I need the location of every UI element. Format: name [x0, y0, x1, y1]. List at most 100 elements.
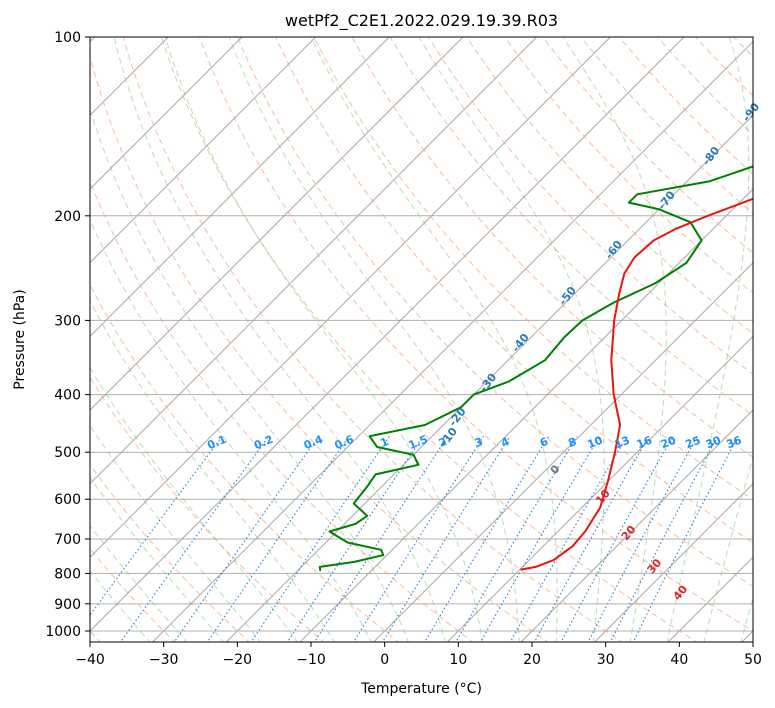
- mixing-ratio-line: [381, 435, 511, 642]
- mixing-ratio-line: [313, 435, 449, 642]
- moist-adiabat-line: [666, 37, 750, 642]
- isotherm-line: [90, 37, 685, 632]
- mixing-ratio-line: [509, 435, 628, 642]
- isotherm-line: [225, 114, 753, 642]
- mixing-ratio-labels: 0.1 0.2 0.4 0.6 1 1.5 2 3 4 6 8 10 13 16 20 25 30 36: [205, 433, 743, 452]
- moist-adiabat-line: [310, 37, 558, 642]
- dry-adiabat-line: [313, 37, 753, 501]
- moist-adiabat-line: [113, 37, 446, 642]
- isotherm-line: [520, 409, 753, 642]
- dry-adiabat-line: [275, 37, 753, 544]
- mixing-ratio-label: 25: [683, 434, 702, 452]
- isotherm-line: [90, 37, 317, 264]
- dry-adiabat-line: [90, 180, 474, 642]
- dewpoint-profile: [318, 165, 753, 572]
- y-tick-label: 600: [54, 492, 81, 508]
- y-tick-label: 700: [54, 532, 81, 548]
- moist-adiabat-line: [90, 424, 261, 642]
- isotherm-line: [90, 37, 538, 485]
- moist-adiabat-line: [164, 37, 483, 642]
- dry-adiabat-line: [237, 37, 753, 588]
- dry-adiabats: [90, 37, 753, 642]
- mixing-ratio-line: [250, 435, 390, 642]
- plot-area: [90, 37, 753, 642]
- y-tick-label: 400: [54, 388, 81, 404]
- moist-adiabat-line: [90, 476, 225, 642]
- moist-adiabat-line: [228, 37, 520, 642]
- isotherm-line: [446, 335, 753, 642]
- mixing-ratio-line: [632, 435, 739, 642]
- mixing-ratio-label: 20: [659, 433, 678, 451]
- isobar-gridlines: [90, 37, 753, 632]
- isotherm-line: [594, 482, 753, 642]
- mixing-ratio-line: [479, 435, 601, 642]
- isotherm-line: [90, 37, 243, 190]
- mixing-ratio-line: [173, 435, 319, 642]
- y-axis-ticks: 100 200 300 400 500 600 700 800 900 1000: [45, 30, 90, 640]
- isotherm-line: [90, 37, 464, 411]
- mixing-ratio-label: 3: [473, 435, 485, 450]
- dry-adiabat-line: [351, 37, 753, 458]
- y-tick-label: 800: [54, 566, 81, 582]
- dry-adiabat-line: [389, 37, 753, 416]
- dry-adiabat-line: [90, 54, 549, 642]
- mixing-ratio-line: [353, 435, 485, 642]
- moist-adiabat-line: [90, 367, 298, 642]
- moist-adiabat-line: [703, 455, 753, 642]
- x-tick-label: 40: [670, 652, 688, 668]
- dry-adiabat-line: [198, 37, 753, 632]
- dewpoint-line: [318, 165, 753, 572]
- skewed-isotherm-gridlines: [90, 37, 753, 642]
- mixing-ratio-lines: [90, 435, 739, 642]
- moist-adiabat-line: [90, 300, 335, 642]
- mixing-ratio-label: 13: [613, 434, 632, 452]
- mixing-ratio-line: [455, 435, 578, 642]
- x-tick-label: 0: [380, 652, 389, 668]
- x-tick-label: 50: [744, 652, 762, 668]
- x-tick-label: −30: [149, 652, 179, 668]
- dry-adiabat-line: [90, 376, 325, 642]
- y-tick-label: 200: [54, 209, 81, 225]
- mixing-ratio-line: [424, 435, 550, 642]
- dry-adiabat-line: [90, 463, 250, 642]
- moist-adiabat-line: [90, 218, 372, 642]
- x-tick-label: 10: [449, 652, 467, 668]
- x-axis-ticks: −40 −30 −20 −10 0 10 20 30 40 50: [75, 642, 762, 668]
- mixing-ratio-label: 1: [379, 435, 391, 450]
- mixing-ratio-line: [609, 435, 719, 642]
- y-tick-label: 100: [54, 30, 81, 46]
- moist-adiabat-line: [90, 106, 409, 642]
- chart-title: wetPf2_C2E1.2022.029.19.39.R03: [285, 11, 558, 31]
- mixing-ratio-label: 2: [437, 435, 449, 450]
- isotherm-line: [90, 37, 611, 559]
- mixing-ratio-line: [533, 435, 650, 642]
- x-tick-label: −20: [223, 652, 253, 668]
- plot-frame: [89, 36, 754, 643]
- y-tick-label: 1000: [45, 624, 81, 640]
- moist-adiabat-line: [90, 570, 151, 642]
- moist-adiabats: [90, 37, 753, 642]
- mixing-ratio-line: [560, 435, 674, 642]
- temperature-profile: [520, 197, 753, 571]
- isotherm-line: [373, 261, 753, 642]
- mixing-ratio-label: 30: [704, 433, 723, 451]
- dry-adiabat-line: [160, 37, 698, 642]
- x-tick-label: −10: [296, 652, 326, 668]
- isotherm-line: [152, 40, 753, 642]
- y-tick-label: 300: [54, 313, 81, 329]
- moist-adiabat-line: [418, 37, 605, 642]
- x-tick-label: 20: [523, 652, 541, 668]
- mixing-ratio-label: 8: [566, 435, 578, 450]
- dry-adiabat-line: [427, 37, 753, 375]
- y-axis-label: Pressure (hPa): [12, 289, 28, 389]
- isotherm-line: [299, 188, 753, 642]
- mixing-ratio-label: 36: [724, 433, 743, 451]
- x-tick-label: 30: [597, 652, 615, 668]
- mixing-ratio-label: 10: [585, 433, 604, 451]
- moist-adiabat-line: [562, 37, 667, 642]
- mixing-ratio-line: [206, 435, 350, 642]
- mixing-ratio-label: 16: [635, 433, 654, 451]
- y-tick-label: 500: [54, 445, 81, 461]
- isotherm-line: [90, 37, 390, 338]
